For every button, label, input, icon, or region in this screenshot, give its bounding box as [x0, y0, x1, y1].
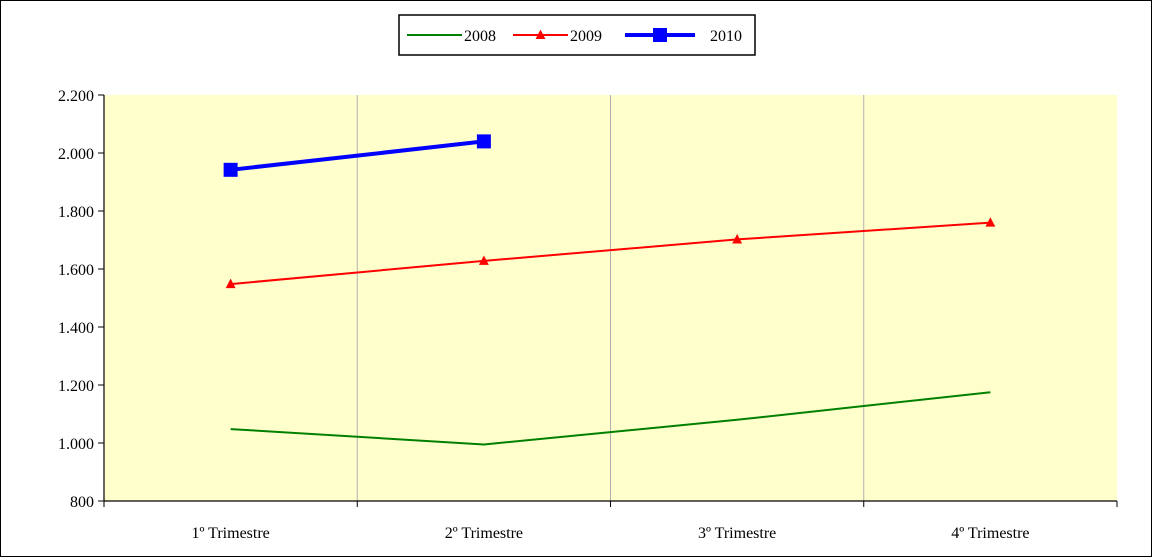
series-line-2008 — [230, 391, 991, 446]
y-tick-label: 2.200 — [58, 88, 94, 105]
data-point-2010 — [223, 162, 238, 177]
data-point-2009 — [985, 217, 996, 227]
series-line-2010 — [230, 139, 485, 172]
series-line-2009 — [230, 221, 991, 286]
data-point-2009 — [478, 255, 489, 265]
data-point-2009 — [732, 234, 743, 244]
legend-marker-2009 — [535, 29, 546, 40]
x-tick-label: 3º Trimestre — [698, 525, 776, 542]
vertical-gridlines — [356, 95, 865, 501]
legend-label-2010: 2010 — [710, 28, 742, 45]
y-tick-label: 1.800 — [58, 204, 94, 221]
series-2008 — [230, 391, 991, 446]
y-tick-label: 1.200 — [58, 378, 94, 395]
legend-item-2009: 2009 — [513, 28, 602, 45]
series-lines — [223, 134, 996, 446]
data-point-2010 — [476, 134, 491, 149]
legend-marker-2010 — [653, 28, 667, 42]
legend-item-2008: 2008 — [407, 28, 496, 45]
x-tick-label: 4º Trimestre — [951, 525, 1029, 542]
x-tick-label: 1º Trimestre — [191, 525, 269, 542]
data-point-2009 — [225, 278, 236, 289]
legend-item-2010: 2010 — [625, 28, 742, 45]
legend: 2008 2009 2010 — [398, 14, 756, 56]
y-tick-label: 2.000 — [58, 146, 94, 163]
y-tick-label: 1.400 — [58, 320, 94, 337]
legend-label-2009: 2009 — [570, 28, 602, 45]
series-2009 — [225, 217, 996, 289]
x-tick-label: 2º Trimestre — [445, 525, 523, 542]
y-tick-label: 1.600 — [58, 262, 94, 279]
y-tick-label: 1.000 — [58, 436, 94, 453]
y-tick-label: 800 — [70, 494, 94, 511]
legend-label-2008: 2008 — [464, 28, 496, 45]
axes: 800 1.000 1.200 1.400 1.600 1.800 2.000 2.200 1º… — [58, 88, 1118, 542]
series-2010 — [223, 134, 491, 177]
